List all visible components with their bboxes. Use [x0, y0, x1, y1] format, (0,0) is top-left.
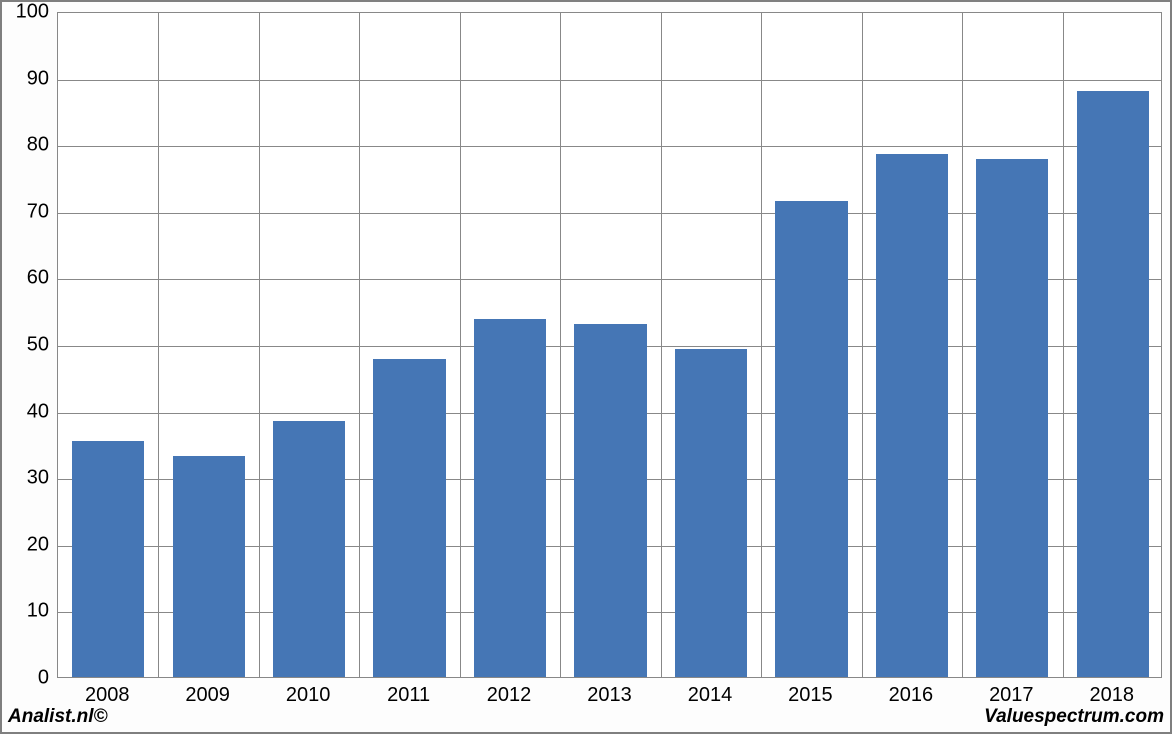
gridline-horizontal: [58, 80, 1161, 81]
y-tick-label: 20: [2, 533, 49, 556]
bar: [976, 159, 1048, 677]
y-tick-label: 70: [2, 200, 49, 223]
x-tick-label: 2017: [989, 684, 1034, 707]
bar: [1077, 91, 1149, 677]
gridline-vertical: [359, 13, 360, 677]
gridline-vertical: [560, 13, 561, 677]
gridline-vertical: [761, 13, 762, 677]
gridline-vertical: [962, 13, 963, 677]
bar: [474, 319, 546, 677]
y-tick-label: 10: [2, 600, 49, 623]
x-tick-label: 2018: [1090, 684, 1135, 707]
bar: [675, 349, 747, 677]
bar: [273, 421, 345, 677]
footer-left: Analist.nl©: [8, 706, 108, 728]
y-tick-label: 40: [2, 400, 49, 423]
y-tick-label: 80: [2, 134, 49, 157]
x-tick-label: 2014: [688, 684, 733, 707]
y-tick-label: 0: [2, 667, 49, 690]
gridline-vertical: [661, 13, 662, 677]
y-tick-label: 50: [2, 334, 49, 357]
x-tick-label: 2008: [85, 684, 130, 707]
plot-area: [57, 12, 1162, 678]
bar: [876, 154, 948, 677]
y-tick-label: 60: [2, 267, 49, 290]
gridline-horizontal: [58, 146, 1161, 147]
y-tick-label: 100: [2, 1, 49, 24]
y-tick-label: 90: [2, 67, 49, 90]
gridline-vertical: [1063, 13, 1064, 677]
x-tick-label: 2009: [185, 684, 230, 707]
chart-frame: 0 10 20 30 40 50 60 70 80 90 100 2008 2009 2010 2011 2…: [0, 0, 1172, 734]
gridline-vertical: [862, 13, 863, 677]
bar: [72, 441, 144, 677]
x-tick-label: 2016: [889, 684, 934, 707]
x-tick-label: 2010: [286, 684, 331, 707]
bar: [173, 456, 245, 677]
x-tick-label: 2011: [387, 684, 430, 707]
x-tick-label: 2015: [788, 684, 833, 707]
x-tick-label: 2012: [487, 684, 532, 707]
bar: [574, 324, 646, 677]
gridline-vertical: [158, 13, 159, 677]
bar: [775, 201, 847, 677]
y-tick-label: 30: [2, 467, 49, 490]
bar: [373, 359, 445, 677]
footer-right: Valuespectrum.com: [984, 706, 1164, 728]
gridline-vertical: [259, 13, 260, 677]
gridline-vertical: [460, 13, 461, 677]
x-tick-label: 2013: [587, 684, 632, 707]
